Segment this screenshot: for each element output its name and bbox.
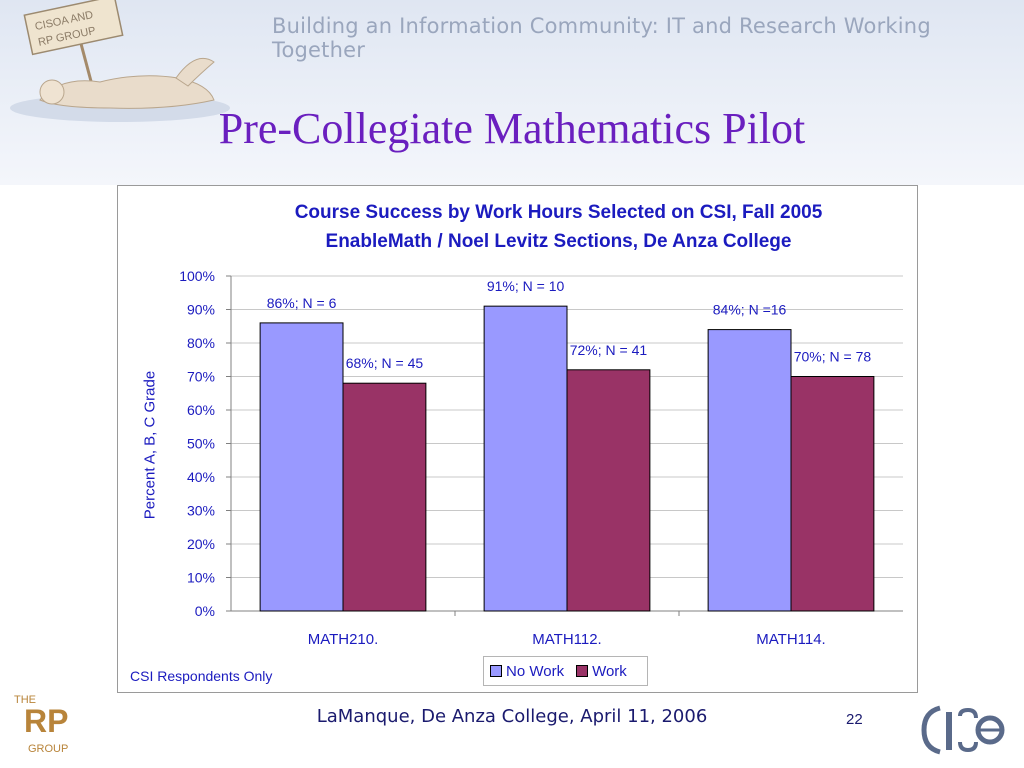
chart-footnote: CSI Respondents Only (130, 668, 273, 684)
rp-logo-letters: RP (24, 703, 68, 739)
legend-swatch-work (576, 665, 589, 677)
legend-item-work: Work (576, 663, 627, 680)
y-axis-label: Percent A, B, C Grade (141, 370, 159, 520)
rp-logo-group: GROUP (28, 743, 68, 755)
slide-title: Pre-Collegiate Mathematics Pilot (218, 104, 806, 153)
mascot-illustration: CISOA AND RP GROUP (10, 0, 230, 122)
legend-label-work: Work (592, 662, 627, 680)
page-number: 22 (846, 711, 863, 728)
legend-swatch-no-work (490, 665, 502, 677)
chart-title: Course Success by Work Hours Selected on… (294, 202, 823, 223)
csi-logo (921, 705, 1005, 755)
rp-group-logo: THE RP GROUP (14, 694, 68, 755)
slide-footer: LaManque, De Anza College, April 11, 200… (316, 706, 708, 727)
legend-label-no-work: No Work (506, 662, 565, 680)
chart-frame (117, 185, 918, 693)
rp-logo-the: THE (14, 694, 36, 706)
banner-tagline: Building an Information Community: IT an… (272, 14, 931, 62)
chart-subtitle: EnableMath / Noel Levitz Sections, De An… (325, 231, 792, 252)
chart-legend: No Work Work (483, 656, 648, 686)
legend-item-no-work: No Work (490, 663, 564, 680)
